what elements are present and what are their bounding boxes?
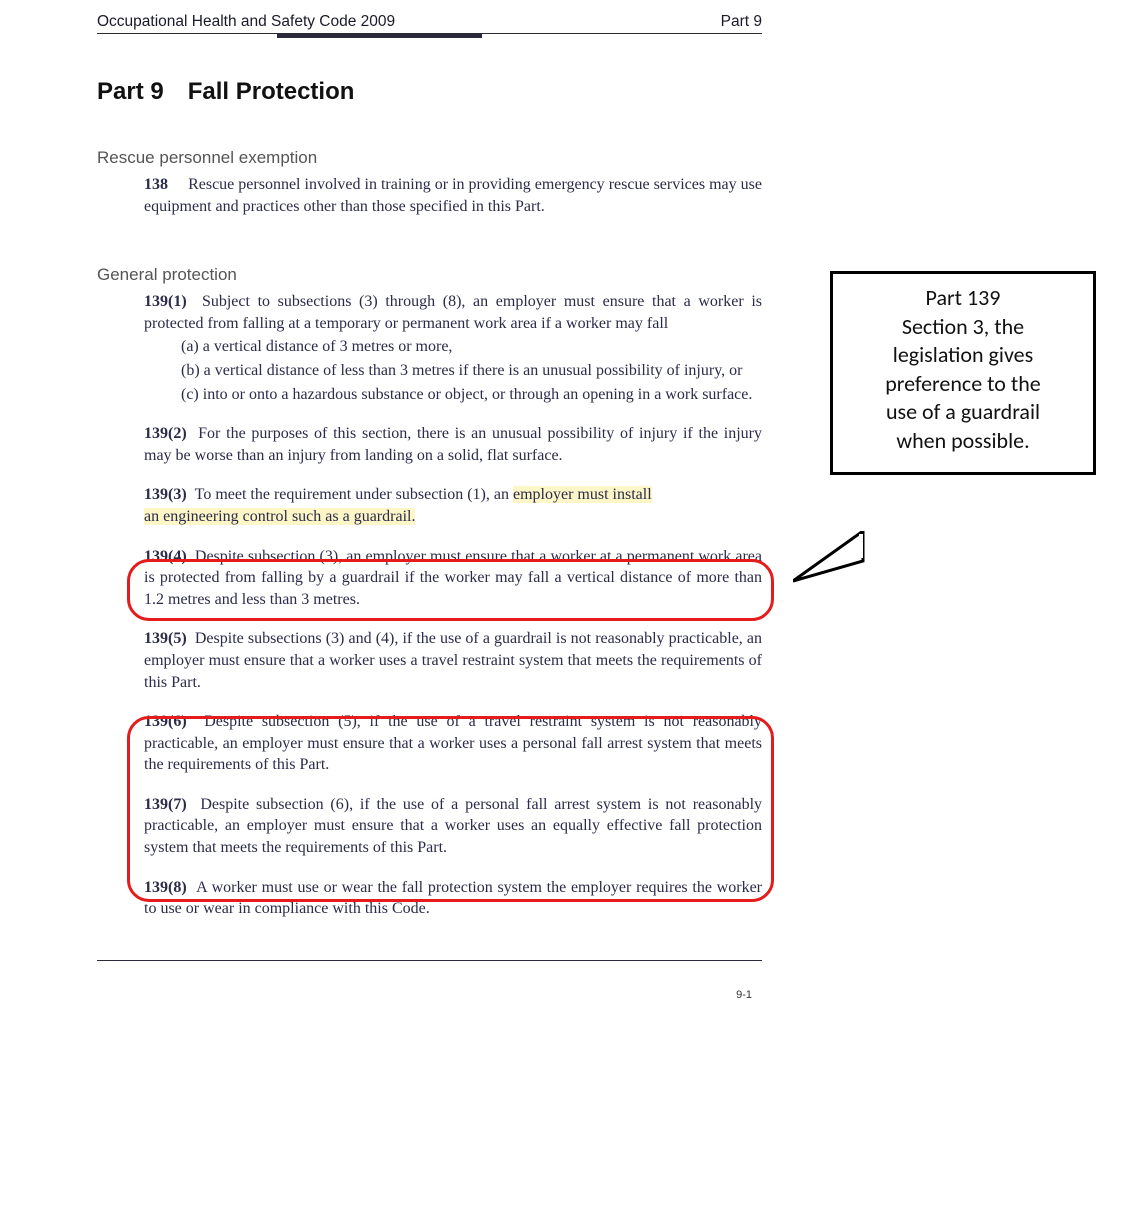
subitem-139-1-c: (c) into or onto a hazardous substance o…: [207, 384, 762, 406]
text-139-7: Despite subsection (6), if the use of a …: [144, 796, 762, 856]
callout-line-2: Section 3, the: [839, 313, 1087, 342]
paragraph-139-7: 139(7) Despite subsection (6), if the us…: [144, 794, 762, 859]
subitem-139-1-a: (a) a vertical distance of 3 metres or m…: [207, 336, 762, 358]
text-139-3-line2: an engineering control such as a guardra…: [144, 508, 415, 525]
paragraph-139-8: 139(8) A worker must use or wear the fal…: [144, 877, 762, 920]
paragraph-139-1: 139(1) Subject to subsections (3) throug…: [144, 291, 762, 334]
text-139-3-pre: To meet the requirement under subsection…: [195, 486, 513, 503]
paragraph-139-4: 139(4) Despite subsection (3), an employ…: [144, 546, 762, 611]
label-138: 138: [144, 176, 168, 193]
page-title: Part 9 Fall Protection: [97, 78, 762, 106]
text-139-4: Despite subsection (3), an employer must…: [144, 548, 762, 608]
title-part: Part 9: [97, 78, 164, 105]
paragraph-139-5: 139(5) Despite subsections (3) and (4), …: [144, 628, 762, 693]
running-header: Occupational Health and Safety Code 2009…: [97, 13, 762, 34]
label-139-6: 139(6): [144, 713, 187, 730]
label-139-4: 139(4): [144, 548, 187, 565]
section-heading-general: General protection: [97, 265, 762, 285]
paragraph-139-3: 139(3) To meet the requirement under sub…: [144, 484, 762, 527]
footer-rule: [97, 960, 762, 961]
section-heading-rescue: Rescue personnel exemption: [97, 148, 762, 168]
callout-box: Part 139 Section 3, the legislation give…: [830, 271, 1096, 475]
callout-tail-icon: [793, 531, 873, 591]
header-thick-rule: [277, 34, 482, 38]
paragraph-138: 138 Rescue personnel involved in trainin…: [144, 174, 762, 217]
label-139-2: 139(2): [144, 425, 187, 442]
text-139-6: Despite subsection (5), if the use of a …: [144, 713, 762, 773]
paragraph-139-2: 139(2) For the purposes of this section,…: [144, 423, 762, 466]
label-139-1: 139(1): [144, 293, 187, 310]
callout-line-1: Part 139: [839, 284, 1087, 313]
label-139-5: 139(5): [144, 630, 187, 647]
callout-line-4: preference to the: [839, 370, 1087, 399]
text-139-1: Subject to subsections (3) through (8), …: [144, 293, 762, 332]
callout-line-6: when possible.: [839, 427, 1087, 456]
document-page: Occupational Health and Safety Code 2009…: [97, 13, 762, 1001]
text-139-5: Despite subsections (3) and (4), if the …: [144, 630, 762, 690]
label-139-3: 139(3): [144, 486, 187, 503]
text-139-3-highlight: employer must install: [513, 486, 652, 503]
callout-line-3: legislation gives: [839, 341, 1087, 370]
header-right: Part 9: [721, 13, 762, 31]
paragraph-139-6: 139(6) Despite subsection (5), if the us…: [144, 711, 762, 776]
text-139-2: For the purposes of this section, there …: [144, 425, 762, 464]
callout-line-5: use of a guardrail: [839, 398, 1087, 427]
title-name: Fall Protection: [188, 78, 355, 105]
label-139-7: 139(7): [144, 796, 187, 813]
text-139-8: A worker must use or wear the fall prote…: [144, 879, 762, 918]
subitem-139-1-b: (b) a vertical distance of less than 3 m…: [207, 360, 762, 382]
page-number: 9-1: [97, 989, 762, 1001]
text-138: Rescue personnel involved in training or…: [144, 176, 762, 215]
label-139-8: 139(8): [144, 879, 187, 896]
header-left: Occupational Health and Safety Code 2009: [97, 13, 395, 31]
